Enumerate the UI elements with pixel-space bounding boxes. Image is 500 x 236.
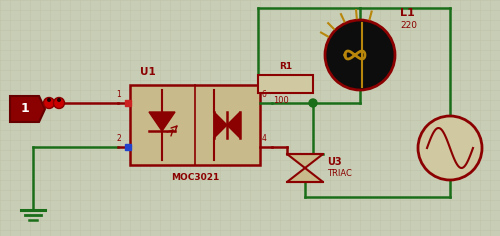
Text: 4: 4: [262, 134, 267, 143]
Circle shape: [309, 99, 317, 107]
Polygon shape: [149, 112, 175, 131]
Polygon shape: [287, 154, 323, 168]
Text: TRIAC: TRIAC: [327, 169, 352, 178]
Bar: [258, 75, 313, 93]
Circle shape: [47, 98, 51, 102]
Text: 1: 1: [20, 102, 29, 115]
Circle shape: [44, 97, 54, 109]
Circle shape: [325, 20, 395, 90]
Polygon shape: [214, 112, 227, 138]
Text: MOC3021: MOC3021: [171, 173, 219, 182]
Circle shape: [54, 97, 64, 109]
Polygon shape: [227, 112, 240, 138]
Circle shape: [57, 98, 61, 102]
Text: U3: U3: [327, 157, 342, 167]
Text: 2: 2: [116, 134, 121, 143]
Bar: [125, 144, 131, 150]
Text: R1: R1: [279, 62, 292, 71]
Text: 6: 6: [262, 90, 267, 99]
Polygon shape: [10, 96, 45, 122]
Text: 100: 100: [272, 96, 288, 105]
Bar: [130, 85, 260, 165]
Circle shape: [418, 116, 482, 180]
Text: L1: L1: [400, 8, 415, 18]
Polygon shape: [287, 168, 323, 182]
Text: 220: 220: [400, 21, 417, 30]
Text: U1: U1: [140, 67, 156, 77]
Text: 1: 1: [116, 90, 121, 99]
Bar: [125, 100, 131, 106]
